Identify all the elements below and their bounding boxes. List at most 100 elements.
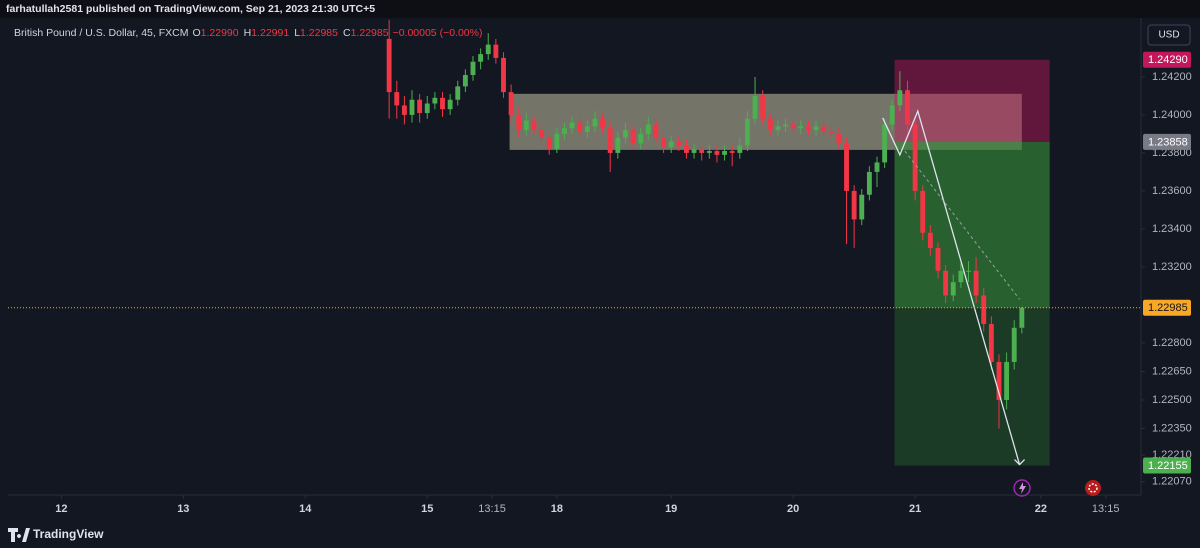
- candle-body: [432, 97, 438, 104]
- candle-body: [798, 126, 804, 129]
- footer-bar: [0, 522, 1200, 548]
- candle-body: [584, 126, 590, 133]
- filled-zone: [894, 141, 1050, 308]
- candle-body: [501, 57, 506, 93]
- candle-body: [523, 120, 529, 131]
- candle-body: [668, 141, 674, 148]
- candle-body: [783, 124, 788, 127]
- legend-ohlc-value: 1.22990: [201, 27, 239, 39]
- candle-body: [813, 126, 819, 131]
- y-tick-label: 1.22650: [1152, 365, 1192, 377]
- candle-body: [874, 162, 880, 172]
- candle-body: [706, 151, 712, 153]
- candle-body: [966, 270, 971, 272]
- legend-ohlc-key: C: [343, 27, 351, 39]
- candle-body: [973, 270, 979, 296]
- candle-body: [935, 247, 941, 271]
- x-tick-label: 13:15: [478, 503, 506, 515]
- legend-ohlc-value: 1.22991: [251, 27, 289, 39]
- candle-body: [546, 137, 552, 150]
- candle-body: [775, 126, 781, 131]
- axes: 1.242001.240001.238001.236001.234001.232…: [55, 51, 1192, 515]
- event-glyph: [1088, 483, 1098, 493]
- candle-body: [386, 38, 392, 93]
- candle-body: [981, 295, 987, 324]
- candle-body: [470, 61, 476, 76]
- candle-body: [943, 270, 949, 296]
- currency-label[interactable]: USD: [1158, 30, 1179, 41]
- plot-area: [8, 19, 1140, 466]
- candle-body: [401, 105, 407, 115]
- lightning-glyph: [1019, 482, 1026, 494]
- candle-body: [996, 361, 1002, 400]
- brand: TradingView: [33, 527, 104, 541]
- candle-body: [950, 282, 956, 296]
- candle-body: [752, 95, 758, 119]
- price-label: 1.24290: [1148, 54, 1188, 66]
- candle-body: [912, 124, 918, 191]
- candle-body: [851, 190, 857, 220]
- candle-body: [821, 126, 827, 133]
- candle-body: [638, 133, 644, 144]
- candle-body: [927, 232, 933, 248]
- candle-body: [805, 126, 811, 131]
- candle-body: [615, 137, 621, 153]
- candle-body: [988, 323, 994, 362]
- candle-body: [714, 151, 720, 155]
- legend-ohlc-key: H: [244, 27, 252, 39]
- x-tick-label: 15: [421, 503, 433, 515]
- x-tick-label: 13: [177, 503, 189, 515]
- stop-zone: [894, 59, 1050, 142]
- candle-body: [1019, 307, 1025, 328]
- candle-body: [493, 44, 499, 58]
- candle-body: [417, 99, 423, 114]
- x-tick-label: 19: [665, 503, 677, 515]
- x-tick-label: 18: [551, 503, 563, 515]
- candle-body: [1011, 327, 1017, 362]
- event-icon[interactable]: [1085, 480, 1101, 496]
- y-tick-label: 1.23600: [1152, 185, 1192, 197]
- candle-body: [485, 44, 491, 55]
- candle-body: [455, 86, 461, 100]
- legend-ohlc-value: 1.22985: [300, 27, 338, 39]
- candle-body: [676, 141, 682, 146]
- x-tick-label: 14: [299, 503, 312, 515]
- y-tick-label: 1.22800: [1152, 337, 1192, 349]
- candle-body: [828, 132, 834, 134]
- trend-drawing: [882, 109, 1021, 465]
- candle-body: [462, 75, 468, 87]
- price-label: 1.22985: [1148, 302, 1188, 314]
- candle-body: [592, 118, 598, 127]
- legend-ohlc-value: 1.22985: [351, 27, 389, 39]
- candle-body: [897, 90, 903, 106]
- candle-body: [394, 92, 400, 106]
- candle-body: [691, 149, 697, 153]
- y-tick-label: 1.24000: [1152, 109, 1192, 121]
- x-tick-label: 22: [1035, 503, 1047, 515]
- trend-drawing: [904, 150, 1020, 300]
- legend: British Pound / U.S. Dollar, 45, FXCM O1.…: [14, 27, 482, 39]
- candle-body: [737, 145, 743, 153]
- candle-body: [699, 149, 705, 153]
- candle-body: [478, 54, 484, 62]
- candle-body: [630, 130, 636, 144]
- candle-body: [859, 194, 865, 220]
- y-tick-label: 1.23200: [1152, 261, 1192, 273]
- candle-body: [905, 90, 910, 125]
- candle-body: [409, 99, 415, 115]
- candle-body: [623, 130, 628, 138]
- price-label-box: [1143, 457, 1191, 474]
- candle-body: [958, 270, 964, 283]
- candle-body: [889, 105, 895, 125]
- price-label: 1.22155: [1148, 460, 1188, 472]
- candle-body: [600, 118, 606, 129]
- currency-button[interactable]: [1147, 24, 1191, 46]
- candle-body: [722, 151, 727, 155]
- candle-body: [531, 120, 537, 131]
- lightning-icon[interactable]: [1013, 479, 1031, 497]
- candle-body: [577, 122, 583, 133]
- header-bar: [0, 0, 1200, 18]
- candle-body: [653, 124, 659, 138]
- y-tick-label: 1.22070: [1152, 476, 1192, 488]
